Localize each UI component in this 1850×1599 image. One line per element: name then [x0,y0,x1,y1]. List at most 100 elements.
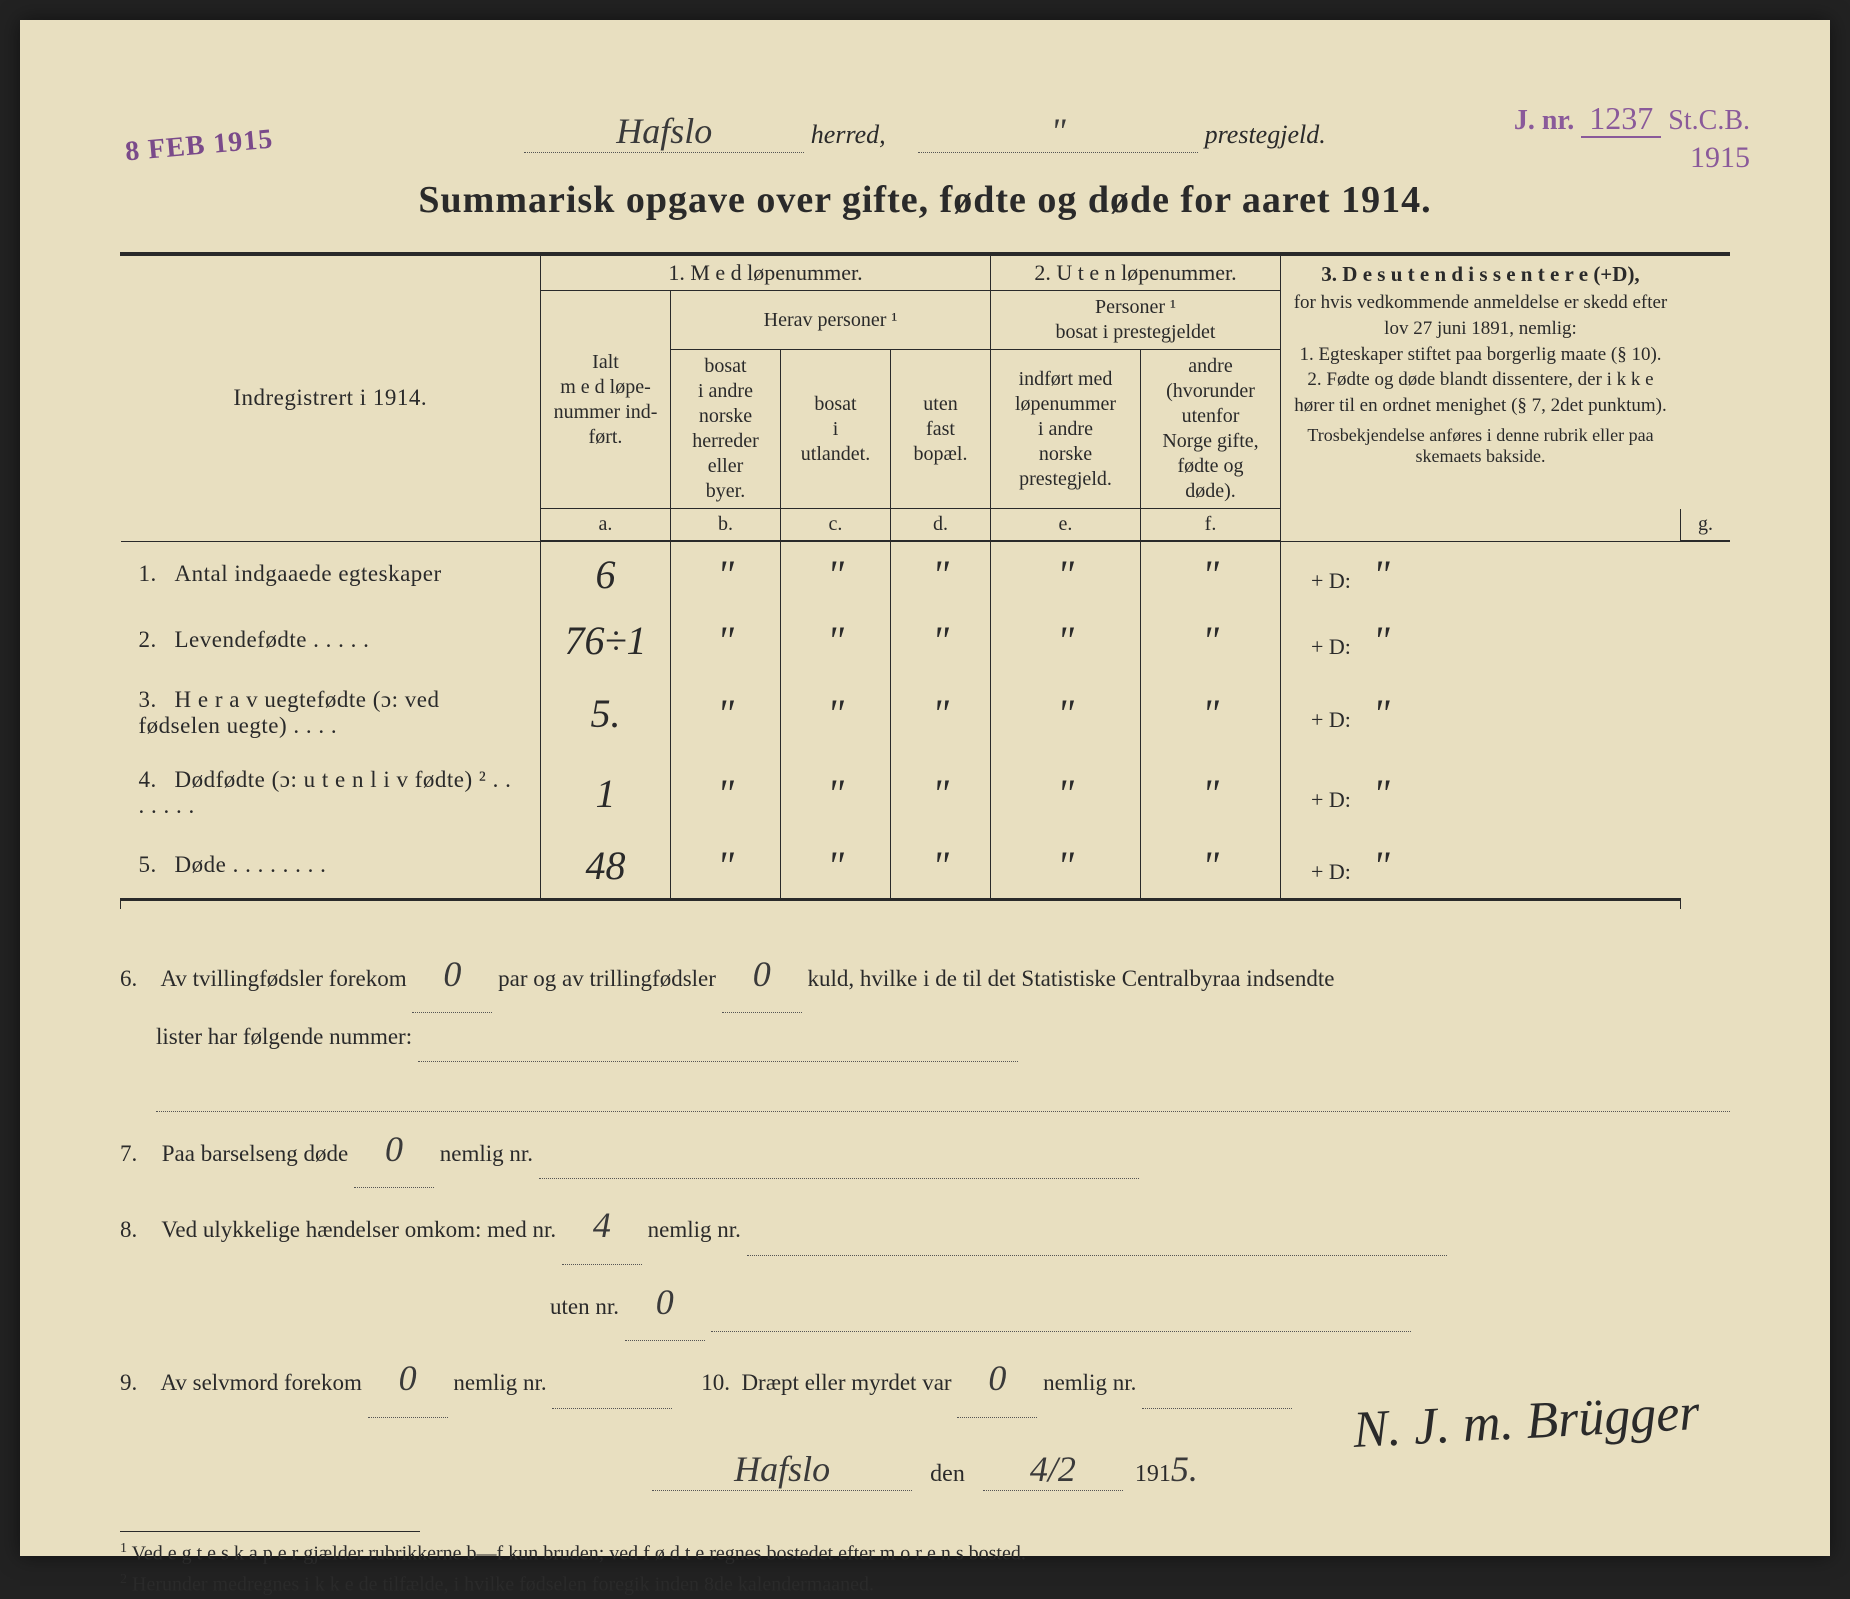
journal-year: 1915 [1514,141,1750,175]
plus-d-label: + D: [1311,634,1351,659]
document-title: Summarisk opgave over gifte, fødte og dø… [100,178,1750,222]
line8-fill [747,1206,1447,1255]
line8b: nemlig nr. [648,1217,741,1242]
line8a: Ved ulykkelige hændelser omkom: med nr. [161,1217,556,1242]
header-line: Hafslo herred, " prestegjeld. [100,110,1750,153]
group3-header: 3. D e s u t e n d i s s e n t e r e (+D… [1281,256,1681,541]
line10-fill [1142,1359,1292,1408]
cell-d: " [891,753,991,833]
cell-d: " [891,833,991,899]
row-label: H e r a v uegtefødte (ɔ: ved fødselen ue… [139,687,440,738]
cell-a: 5. [541,673,671,753]
sig-year-prefix: 191 [1135,1461,1171,1487]
herred-label: herred, [811,120,886,149]
sig-place: Hafslo [652,1448,912,1491]
cell-c: " [781,673,891,753]
plus-d-label: + D: [1311,568,1351,593]
footnote-1: Ved e g t e s k a p e r gjælder rubrikke… [132,1543,1026,1565]
journal-label: J. nr. [1514,105,1574,136]
line6-fill [418,1013,1018,1062]
cell-b: " [671,833,781,899]
col-letter-g: g. [1681,509,1731,542]
row-label: Døde . . . . . . . . [175,852,327,877]
group3-body: for hvis vedkommende anmeldelse er skedd… [1291,290,1670,418]
row-label: Antal indgaaede egteskaper [175,561,442,586]
cell-f: " [1141,753,1281,833]
cell-e: " [991,833,1141,899]
cell-d: " [891,673,991,753]
left-header: Indregistrert i 1914. [121,256,541,541]
group3-title: 3. D e s u t e n d i s s e n t e r e (+D… [1321,262,1639,286]
line6c: kuld, hvilke i de til det Statistiske Ce… [807,966,1334,991]
line7-fill [539,1130,1139,1179]
col-letter-b: b. [671,509,781,542]
line10a: Dræpt eller myrdet var [741,1370,951,1395]
cell-g: " [1373,618,1390,663]
line6a: Av tvillingfødsler forekom [160,966,406,991]
line6a-val: 0 [412,937,492,1014]
cell-b: " [671,673,781,753]
line7b: nemlig nr. [440,1141,533,1166]
document-page: 8 FEB 1915 J. nr. 1237 St.C.B. 1915 Hafs… [20,20,1830,1556]
cell-e: " [991,607,1141,673]
col-a-header: Ialtm e d løpe- nummer ind- ført. [541,291,671,509]
cell-c: " [781,753,891,833]
sig-date: 4/2 [983,1448,1123,1491]
table-row: 3.H e r a v uegtefødte (ɔ: ved fødselen … [121,673,1731,753]
line6b-val: 0 [722,937,802,1014]
plus-d-label: + D: [1311,787,1351,812]
group3-foot: Trosbekjendelse anføres i denne rubrik e… [1291,425,1670,468]
ialt-top: Ialt [592,351,619,373]
line6b: par og av trillingfødsler [498,966,716,991]
cell-f: " [1141,833,1281,899]
col-letter-d: d. [891,509,991,542]
cell-e: " [991,541,1141,607]
group1-header: 1. M e d løpenummer. [541,256,991,291]
cell-e: " [991,673,1141,753]
group2-header: 2. U t e n løpenummer. [991,256,1281,291]
footnote-rule [120,1531,420,1532]
col-letter-a: a. [541,509,671,542]
line10a-val: 0 [957,1341,1037,1418]
journal-stamp: J. nr. 1237 St.C.B. 1915 [1514,100,1750,175]
signature-line: Hafslo den 4/2 1915. [120,1448,1730,1491]
cell-g: " [1373,843,1390,888]
cell-f: " [1141,673,1281,753]
line10b: nemlig nr. [1043,1370,1136,1395]
cell-a: 6 [541,541,671,607]
col-b-header: bosat i andre norske herreder eller byer… [671,350,781,509]
row-label: Dødfødte (ɔ: u t e n l i v fødte) ² . . … [139,767,512,818]
cell-b: " [671,753,781,833]
row-num: 2. [139,627,175,653]
journal-number: 1237 [1581,100,1661,138]
cell-f: " [1141,541,1281,607]
cell-b: " [671,607,781,673]
cell-f: " [1141,607,1281,673]
herred-value: Hafslo [524,110,804,153]
col-letter-e: e. [991,509,1141,542]
col-d-header: uten fast bopæl. [891,350,991,509]
cell-c: " [781,607,891,673]
row-num: 3. [139,687,175,713]
row-num: 5. [139,852,175,878]
line7a-val: 0 [354,1112,434,1189]
col-f-header: andre (hvorunder utenfor Norge gifte, fø… [1141,350,1281,509]
plus-d-label: + D: [1311,859,1351,884]
plus-d-label: + D: [1311,707,1351,732]
cell-g: " [1373,771,1390,816]
line8-fill2 [711,1283,1411,1332]
table-row: 2.Levendefødte . . . . . 76÷1 " " " " " … [121,607,1731,673]
group2-sub-header: Personer ¹ bosat i prestegjeldet [991,291,1281,350]
table-row: 1.Antal indgaaede egteskaper 6 " " " " "… [121,541,1731,607]
herav-header: Herav personer ¹ [671,291,991,350]
footnotes: 1 Ved e g t e s k a p e r gjælder rubrik… [120,1538,1730,1599]
cell-e: " [991,753,1141,833]
main-table: Indregistrert i 1914. 1. M e d løpenumme… [120,256,1730,909]
cell-b: " [671,541,781,607]
row-label: Levendefødte . . . . . [175,627,370,652]
row-num: 1. [139,561,175,587]
cell-c: " [781,833,891,899]
cell-a: 76÷1 [541,607,671,673]
prestegjeld-label: prestegjeld. [1205,120,1326,149]
col-letter-c: c. [781,509,891,542]
